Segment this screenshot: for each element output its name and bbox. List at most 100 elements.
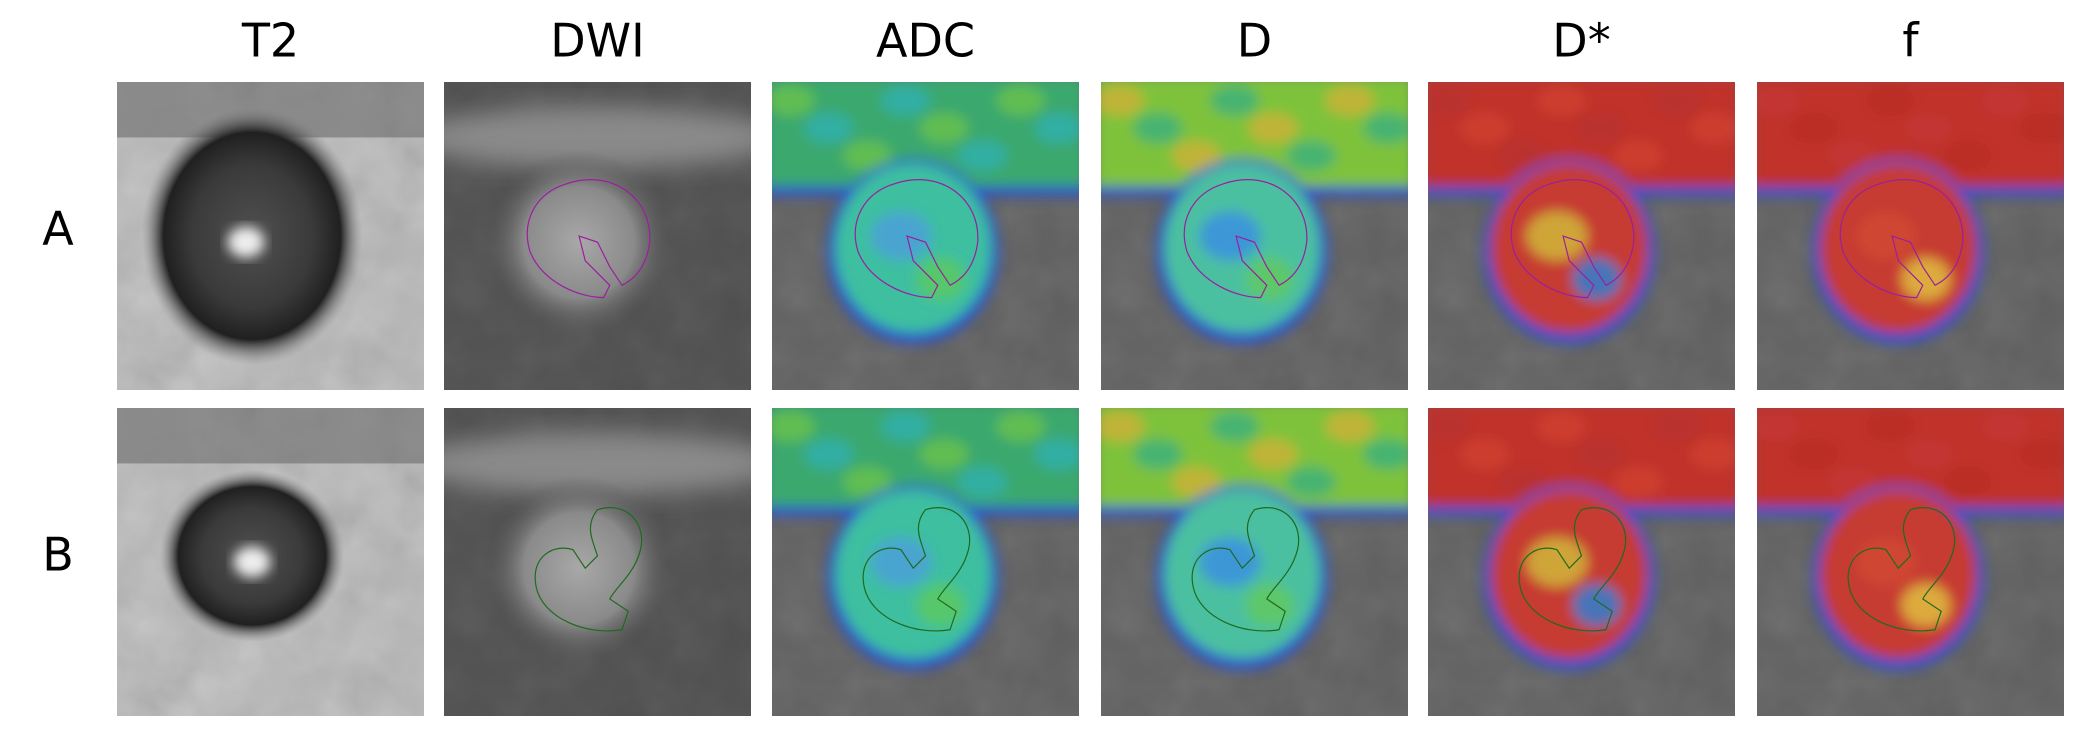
image-panel bbox=[1757, 82, 2064, 390]
band-patch bbox=[1652, 411, 1702, 442]
color-overlay bbox=[772, 82, 1079, 344]
band-patch bbox=[1942, 140, 1992, 172]
column-header: DWI bbox=[550, 14, 644, 68]
panel-content bbox=[1101, 408, 1408, 716]
band-patch bbox=[1363, 112, 1408, 144]
band-patch bbox=[1757, 85, 1800, 116]
band-patch bbox=[1981, 85, 2031, 116]
panel-content bbox=[1101, 82, 1408, 390]
top-band bbox=[117, 408, 424, 464]
band bbox=[444, 432, 751, 495]
band-patch bbox=[1575, 438, 1625, 470]
band-patch bbox=[996, 85, 1046, 116]
band-patch bbox=[957, 466, 1007, 498]
band-patch bbox=[1827, 466, 1877, 498]
lesion bbox=[486, 149, 672, 335]
image-panel bbox=[772, 82, 1079, 390]
roi-outline bbox=[1511, 180, 1634, 298]
band-patch bbox=[1101, 85, 1144, 116]
bright-spot bbox=[233, 546, 271, 578]
band-patch bbox=[1460, 438, 1510, 470]
band-patch bbox=[772, 411, 815, 442]
lesion-patch bbox=[1901, 583, 1951, 627]
band-patch bbox=[1171, 140, 1221, 172]
band-patch bbox=[1536, 411, 1587, 442]
panel-content bbox=[1757, 82, 2064, 390]
band-patch bbox=[1904, 438, 1954, 470]
image-panel bbox=[772, 408, 1079, 716]
panel-content bbox=[772, 82, 1079, 390]
panel-content bbox=[444, 408, 751, 716]
lesion-patch bbox=[916, 257, 966, 301]
lesion-patch bbox=[870, 537, 932, 587]
color-overlay bbox=[1101, 82, 1408, 344]
panel-content bbox=[117, 82, 424, 390]
roi-outline bbox=[1848, 508, 1955, 631]
panel-content bbox=[1428, 82, 1735, 390]
band-patch bbox=[1942, 466, 1992, 498]
image-panel bbox=[1101, 82, 1408, 390]
roi-outline bbox=[1184, 180, 1307, 298]
lesion-patch bbox=[1855, 537, 1917, 587]
lesion-patch bbox=[1572, 583, 1622, 627]
lesion-patch bbox=[916, 583, 966, 627]
lesion-patch bbox=[1245, 257, 1295, 301]
band-patch bbox=[1690, 112, 1735, 144]
lesion-patch bbox=[870, 211, 932, 261]
image-panel bbox=[444, 82, 751, 390]
band-patch bbox=[880, 411, 931, 442]
lesion-patch bbox=[1199, 211, 1261, 261]
row-label: A bbox=[42, 202, 74, 256]
color-overlay bbox=[772, 408, 1079, 670]
panel-content bbox=[117, 408, 424, 716]
panel-content bbox=[444, 82, 751, 390]
band-patch bbox=[1613, 140, 1663, 172]
band-patch bbox=[957, 140, 1007, 172]
band-patch bbox=[1286, 466, 1336, 498]
band-patch bbox=[2019, 112, 2064, 144]
band-patch bbox=[1789, 112, 1839, 144]
band-patch bbox=[1865, 411, 1916, 442]
band-patch bbox=[1034, 438, 1079, 470]
band-patch bbox=[1789, 438, 1839, 470]
lesion bbox=[486, 475, 672, 661]
band-patch bbox=[1428, 411, 1471, 442]
band-patch bbox=[919, 112, 969, 144]
column-header: D* bbox=[1552, 14, 1610, 68]
roi-outline bbox=[1840, 180, 1963, 298]
band-patch bbox=[842, 466, 892, 498]
image-panel bbox=[117, 82, 424, 390]
band-patch bbox=[1652, 85, 1702, 116]
column-header: f bbox=[1902, 14, 1920, 68]
roi-outline bbox=[527, 180, 650, 298]
roi-outline bbox=[1192, 508, 1299, 631]
lesion-patch bbox=[1199, 537, 1261, 587]
band-patch bbox=[1690, 438, 1735, 470]
lesion-patch bbox=[1526, 211, 1588, 261]
column-header: D bbox=[1237, 14, 1272, 68]
band-patch bbox=[1575, 112, 1625, 144]
row-label: B bbox=[42, 528, 74, 582]
band-patch bbox=[1101, 411, 1144, 442]
band-patch bbox=[1171, 466, 1221, 498]
band-patch bbox=[1428, 85, 1471, 116]
band-patch bbox=[996, 411, 1046, 442]
band-patch bbox=[1757, 411, 1800, 442]
band-patch bbox=[1209, 85, 1260, 116]
image-panel bbox=[1428, 408, 1735, 716]
band-patch bbox=[1133, 438, 1183, 470]
band-patch bbox=[1460, 112, 1510, 144]
color-overlay bbox=[1428, 82, 1735, 344]
band-patch bbox=[1904, 112, 1954, 144]
band-patch bbox=[804, 438, 854, 470]
band-patch bbox=[1865, 85, 1916, 116]
band-patch bbox=[772, 85, 815, 116]
roi-outline bbox=[1519, 508, 1626, 631]
band-patch bbox=[1498, 466, 1548, 498]
band-patch bbox=[1133, 112, 1183, 144]
band-patch bbox=[1981, 411, 2031, 442]
lesion-patch bbox=[1245, 583, 1295, 627]
band bbox=[444, 106, 751, 169]
lesion-patch bbox=[1855, 211, 1917, 261]
